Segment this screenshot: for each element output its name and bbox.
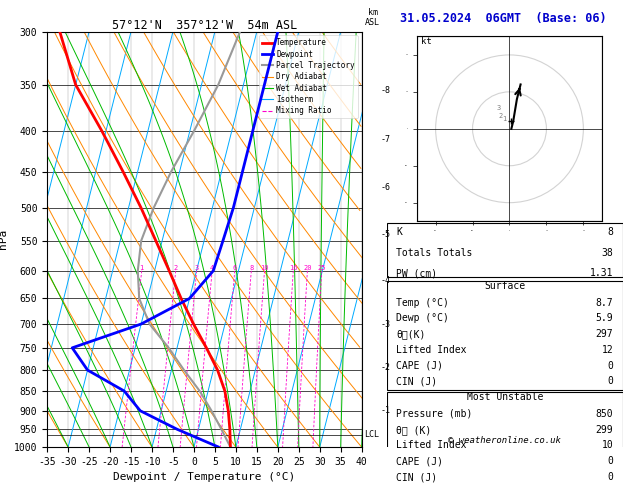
Text: -6: -6 [381, 183, 391, 192]
X-axis label: Dewpoint / Temperature (°C): Dewpoint / Temperature (°C) [113, 472, 296, 483]
Text: 1: 1 [140, 265, 144, 271]
Text: 0: 0 [608, 472, 613, 482]
Text: 31.05.2024  06GMT  (Base: 06): 31.05.2024 06GMT (Base: 06) [400, 12, 606, 25]
Text: 38: 38 [601, 248, 613, 258]
Text: 25: 25 [318, 265, 326, 271]
Text: km
ASL: km ASL [365, 8, 380, 27]
Text: PW (cm): PW (cm) [396, 268, 437, 278]
Text: 1.31: 1.31 [590, 268, 613, 278]
Text: 20: 20 [303, 265, 311, 271]
Y-axis label: hPa: hPa [0, 229, 8, 249]
Text: -2: -2 [381, 364, 391, 372]
Bar [387, 223, 623, 277]
Text: 8.7: 8.7 [596, 297, 613, 308]
Text: Most Unstable: Most Unstable [467, 392, 543, 402]
Text: 0: 0 [608, 377, 613, 386]
Text: 2: 2 [498, 113, 503, 119]
Text: 0: 0 [608, 456, 613, 466]
Text: 16: 16 [289, 265, 298, 271]
Text: 299: 299 [596, 425, 613, 434]
Text: -7: -7 [381, 136, 391, 144]
Text: 1: 1 [502, 117, 506, 122]
Text: 10: 10 [260, 265, 269, 271]
Title: 57°12'N  357°12'W  54m ASL: 57°12'N 357°12'W 54m ASL [112, 18, 297, 32]
Text: 10: 10 [601, 440, 613, 451]
Bar [387, 281, 623, 390]
Text: 8: 8 [608, 227, 613, 237]
Text: -1: -1 [381, 406, 391, 415]
Text: Temp (°C): Temp (°C) [396, 297, 449, 308]
Text: CAPE (J): CAPE (J) [396, 456, 443, 466]
Text: 6: 6 [233, 265, 237, 271]
Text: Lifted Index: Lifted Index [396, 440, 467, 451]
Text: 3: 3 [194, 265, 199, 271]
Text: 850: 850 [596, 409, 613, 419]
Text: 3: 3 [496, 105, 501, 111]
Text: -5: -5 [381, 230, 391, 239]
Text: 8: 8 [249, 265, 253, 271]
Text: 5.9: 5.9 [596, 313, 613, 323]
Text: 2: 2 [174, 265, 178, 271]
Text: 4: 4 [210, 265, 214, 271]
Bar [387, 392, 623, 486]
Text: K: K [396, 227, 402, 237]
Text: θᴄ(K): θᴄ(K) [396, 329, 426, 339]
Text: Lifted Index: Lifted Index [396, 345, 467, 355]
Bar [417, 36, 602, 221]
Text: © weatheronline.co.uk: © weatheronline.co.uk [448, 436, 561, 445]
Text: CIN (J): CIN (J) [396, 472, 437, 482]
Text: -3: -3 [381, 320, 391, 329]
Text: kt: kt [421, 37, 431, 46]
Text: 12: 12 [601, 345, 613, 355]
Text: -8: -8 [381, 86, 391, 95]
Legend: Temperature, Dewpoint, Parcel Trajectory, Dry Adiabat, Wet Adiabat, Isotherm, Mi: Temperature, Dewpoint, Parcel Trajectory… [259, 35, 358, 118]
Text: -4: -4 [381, 276, 391, 285]
Text: CIN (J): CIN (J) [396, 377, 437, 386]
Text: θᴄ (K): θᴄ (K) [396, 425, 431, 434]
Text: 0: 0 [608, 361, 613, 371]
Text: LCL: LCL [364, 430, 379, 439]
Text: Pressure (mb): Pressure (mb) [396, 409, 472, 419]
Text: Dewp (°C): Dewp (°C) [396, 313, 449, 323]
Text: CAPE (J): CAPE (J) [396, 361, 443, 371]
Text: Surface: Surface [484, 281, 525, 291]
Text: 297: 297 [596, 329, 613, 339]
Text: Totals Totals: Totals Totals [396, 248, 472, 258]
